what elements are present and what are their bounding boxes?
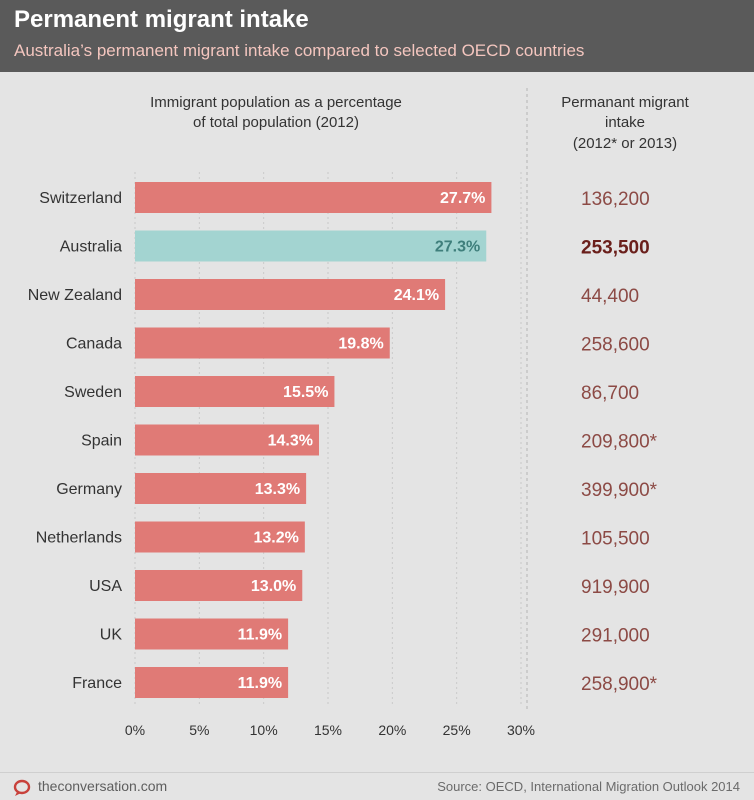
category-label: Switzerland: [39, 190, 122, 207]
bar: [135, 279, 446, 310]
bar: [135, 521, 305, 553]
intake-label: 258,600: [581, 335, 650, 356]
intake-label: 919,900: [581, 577, 650, 598]
bar-row: Germany 13.3% 399,900*: [56, 473, 658, 504]
bar: [135, 327, 390, 359]
intake-label: 399,900*: [581, 480, 658, 501]
bar-row: UK 11.9% 291,000: [100, 618, 650, 650]
bar: [135, 230, 487, 262]
value-label: 11.9%: [238, 675, 282, 692]
bar-row: Spain 14.3% 209,800*: [81, 424, 658, 456]
value-label: 11.9%: [238, 627, 282, 644]
left-heading: Immigrant population as a percentage of …: [150, 94, 402, 131]
conversation-logo-icon: [13, 779, 31, 796]
bar-chart: Immigrant population as a percentage of …: [28, 88, 690, 738]
bar-row: Australia 27.3% 253,500: [60, 230, 650, 262]
x-tick-label: 25%: [443, 722, 471, 738]
x-tick-label: 15%: [314, 722, 342, 738]
x-tick-label: 10%: [250, 722, 278, 738]
bar-row: Netherlands 13.2% 105,500: [36, 521, 650, 553]
bar-row: USA 13.0% 919,900: [89, 570, 650, 601]
left-heading-line-1: Immigrant population as a percentage: [150, 94, 402, 111]
bar: [135, 424, 319, 456]
bar: [135, 618, 289, 650]
bar: [135, 376, 335, 407]
footer: theconversation.com Source: OECD, Intern…: [0, 772, 754, 800]
value-label: 27.3%: [435, 239, 480, 256]
intake-label: 44,400: [581, 286, 639, 307]
value-label: 13.0%: [251, 578, 296, 595]
intake-label: 258,900*: [581, 674, 658, 695]
left-heading-line-2: of total population (2012): [193, 114, 359, 131]
x-tick-label: 20%: [378, 722, 406, 738]
chart-subtitle: Australia’s permanent migrant intake com…: [14, 41, 585, 60]
x-tick-label: 30%: [507, 722, 535, 738]
value-label: 13.2%: [253, 530, 298, 547]
bar: [135, 667, 289, 698]
category-label: Germany: [56, 481, 122, 498]
intake-label: 136,200: [581, 189, 650, 210]
category-label: Spain: [81, 433, 122, 450]
bar-row: Sweden 15.5% 86,700: [64, 376, 639, 407]
value-label: 15.5%: [283, 384, 328, 401]
bar: [135, 182, 492, 213]
intake-label: 209,800*: [581, 432, 658, 453]
value-label: 14.3%: [268, 433, 313, 450]
x-tick-label: 5%: [189, 722, 209, 738]
intake-label: 105,500: [581, 529, 650, 550]
intake-label: 253,500: [581, 238, 650, 259]
value-label: 19.8%: [338, 336, 383, 353]
category-label: Australia: [60, 239, 122, 256]
right-heading-line-1: Permanant migrant: [561, 94, 689, 111]
right-heading-line-2: intake: [605, 114, 645, 131]
x-tick-label: 0%: [125, 722, 145, 738]
value-label: 24.1%: [394, 287, 439, 304]
chart-title: Permanent migrant intake: [14, 6, 309, 33]
bar-row: Canada 19.8% 258,600: [66, 327, 650, 359]
category-label: Netherlands: [36, 530, 122, 547]
bar: [135, 473, 307, 504]
bar-row: New Zealand 24.1% 44,400: [28, 279, 639, 310]
bar: [135, 570, 303, 601]
right-heading-line-3: (2012* or 2013): [573, 135, 677, 152]
category-label: New Zealand: [28, 287, 122, 304]
category-label: Canada: [66, 336, 122, 353]
site-name[interactable]: theconversation.com: [38, 778, 168, 794]
category-label: USA: [89, 578, 122, 595]
value-label: 13.3%: [255, 481, 300, 498]
value-label: 27.7%: [440, 190, 485, 207]
header-bar: Permanent migrant intake Australia’s per…: [0, 0, 754, 72]
category-label: UK: [100, 627, 123, 644]
bar-row: Switzerland 27.7% 136,200: [39, 182, 650, 213]
category-label: France: [72, 675, 122, 692]
category-label: Sweden: [64, 384, 122, 401]
bar-row: France 11.9% 258,900*: [72, 667, 658, 698]
source-note: Source: OECD, International Migration Ou…: [437, 779, 740, 794]
intake-label: 291,000: [581, 626, 650, 647]
right-heading: Permanant migrant intake (2012* or 2013): [561, 94, 689, 152]
intake-label: 86,700: [581, 383, 639, 404]
